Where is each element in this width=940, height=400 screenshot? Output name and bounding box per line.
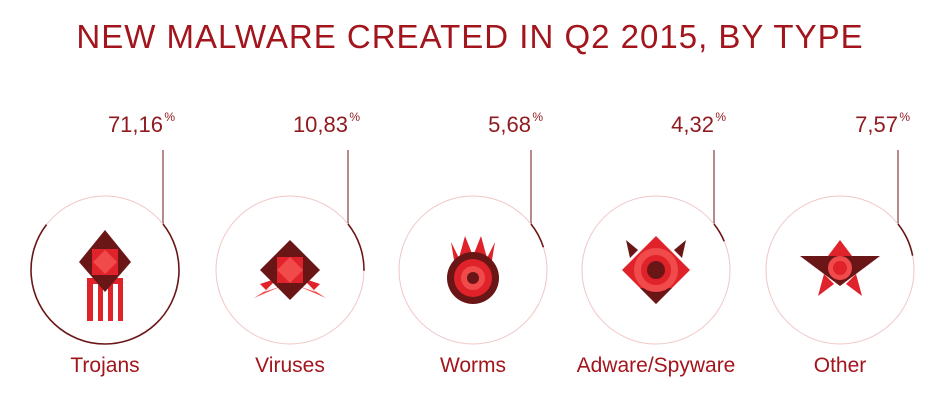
category-label: Worms: [439, 354, 507, 377]
share-dial: [581, 150, 731, 345]
share-dial: [765, 150, 915, 345]
value-number: 7,57: [855, 112, 898, 137]
value-number: 4,32: [671, 112, 714, 137]
virus-icon: [254, 240, 326, 300]
percent-sign: %: [899, 110, 910, 124]
percent-sign: %: [349, 110, 360, 124]
value-arc: [30, 223, 180, 345]
category-label: Trojans: [70, 354, 140, 377]
value-arc: [530, 223, 545, 248]
value-number: 71,16: [107, 112, 163, 137]
ring-track: [765, 195, 915, 345]
percent-sign: %: [164, 110, 175, 124]
share-dial: [30, 150, 180, 345]
category-label: Adware/Spyware: [576, 354, 736, 377]
other-malware-icon: [800, 240, 880, 296]
chart-title: NEW MALWARE CREATED IN Q2 2015, BY TYPE: [76, 18, 864, 55]
malware-type-trojans: 71,16% Trojans: [25, 0, 185, 400]
category-label: Other: [813, 354, 867, 377]
malware-type-worms: 5,68% Worms: [393, 0, 553, 400]
share-dial: [398, 150, 548, 345]
percent-sign: %: [532, 110, 543, 124]
ring-track: [398, 195, 548, 345]
value-number: 5,68: [488, 112, 531, 137]
malware-type-other: 7,57% Other: [760, 0, 920, 400]
value-arc: [897, 223, 914, 256]
malware-type-adware-spyware: 4,32% Adware/Spyware: [576, 0, 736, 400]
percent-sign: %: [715, 110, 726, 124]
malware-type-viruses: 10,83% Viruses: [210, 0, 370, 400]
share-dial: [215, 150, 365, 345]
trojan-icon: [79, 230, 131, 321]
adware-icon: [622, 236, 690, 304]
category-label: Viruses: [255, 354, 325, 377]
worm-icon: [447, 236, 499, 304]
value-arc: [347, 223, 365, 271]
value-number: 10,83: [292, 112, 348, 137]
value-arc: [713, 223, 725, 242]
ring-track: [581, 195, 731, 345]
